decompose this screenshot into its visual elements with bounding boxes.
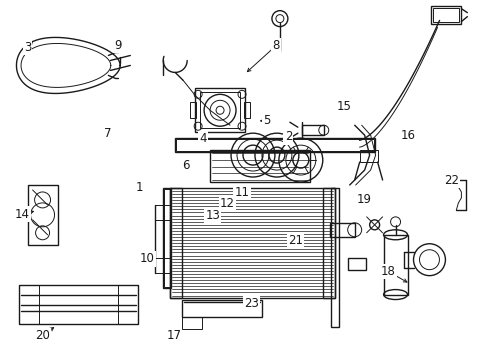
Bar bbox=[359, 150, 377, 162]
Text: 19: 19 bbox=[356, 193, 371, 206]
Text: 17: 17 bbox=[166, 329, 181, 342]
Bar bbox=[195, 88, 244, 132]
Text: 6: 6 bbox=[182, 159, 189, 172]
Bar bbox=[19, 285, 138, 324]
Bar bbox=[244, 102, 249, 118]
Bar bbox=[329, 223, 354, 237]
Text: 23: 23 bbox=[244, 297, 259, 310]
Bar bbox=[175, 138, 374, 152]
Bar bbox=[163, 188, 171, 288]
Text: 3: 3 bbox=[24, 41, 31, 54]
Text: 14: 14 bbox=[15, 208, 30, 221]
Text: 16: 16 bbox=[400, 129, 414, 142]
Text: 11: 11 bbox=[234, 186, 249, 199]
Text: 4: 4 bbox=[199, 132, 206, 145]
Text: 9: 9 bbox=[114, 39, 121, 52]
Bar bbox=[155, 258, 170, 273]
Text: 18: 18 bbox=[380, 265, 395, 278]
Bar bbox=[190, 102, 196, 118]
Text: 5: 5 bbox=[262, 114, 269, 127]
Bar bbox=[347, 258, 365, 270]
Text: 12: 12 bbox=[220, 197, 234, 210]
Text: 21: 21 bbox=[287, 234, 303, 247]
Bar bbox=[200, 92, 240, 128]
Bar bbox=[164, 189, 170, 287]
Text: 10: 10 bbox=[139, 252, 154, 265]
Bar bbox=[19, 285, 39, 324]
Text: 22: 22 bbox=[443, 174, 458, 186]
Bar bbox=[155, 205, 170, 220]
Bar bbox=[170, 188, 182, 298]
Bar bbox=[301, 125, 323, 135]
Text: 1: 1 bbox=[136, 181, 143, 194]
Text: 2: 2 bbox=[284, 130, 291, 144]
Text: 8: 8 bbox=[272, 39, 279, 52]
Text: 13: 13 bbox=[205, 210, 220, 222]
Bar bbox=[118, 285, 138, 324]
Bar bbox=[322, 188, 334, 298]
Bar bbox=[182, 318, 202, 329]
Bar bbox=[170, 188, 334, 298]
Text: 20: 20 bbox=[35, 329, 49, 342]
Bar bbox=[176, 139, 373, 151]
Bar bbox=[182, 300, 262, 318]
Bar bbox=[432, 8, 458, 22]
Text: 15: 15 bbox=[336, 100, 351, 113]
Bar bbox=[383, 235, 407, 294]
Bar bbox=[27, 185, 58, 245]
Bar bbox=[210, 150, 309, 182]
Bar bbox=[430, 6, 461, 24]
Text: 7: 7 bbox=[104, 127, 111, 140]
Bar bbox=[330, 188, 338, 328]
